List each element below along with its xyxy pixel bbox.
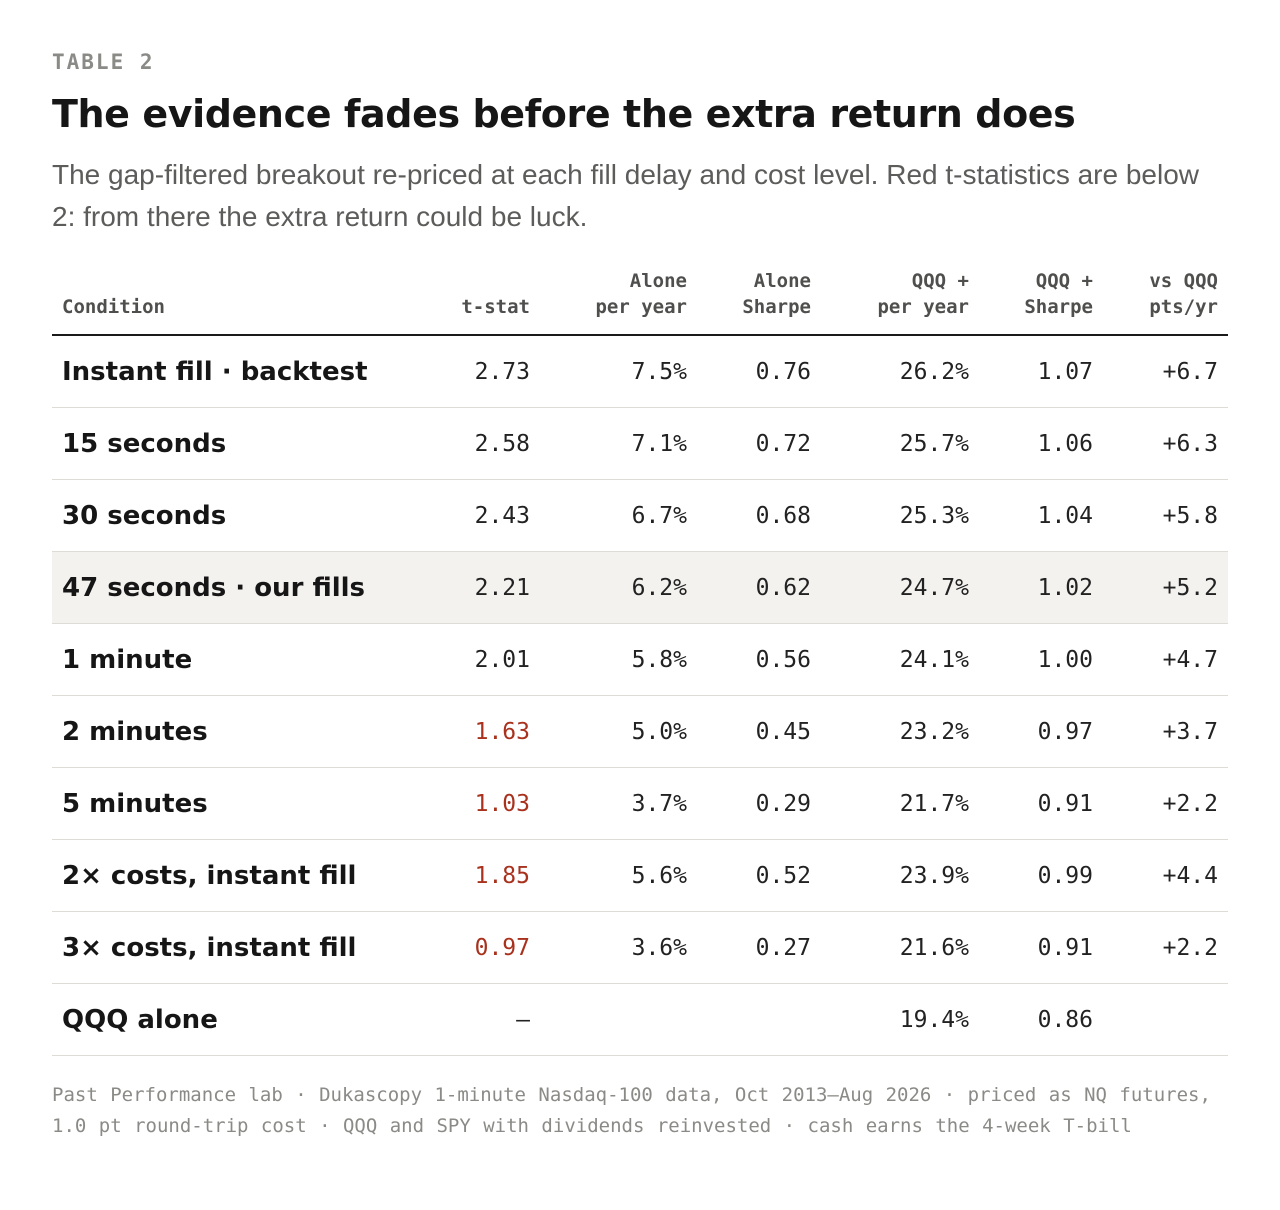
table-number: TABLE 2 — [52, 50, 155, 74]
cell-qqq-plus-sharpe: 0.97 — [979, 695, 1103, 768]
cell-qqq-plus-per-year: 21.7% — [821, 767, 979, 840]
cell-alone-per-year: 7.1% — [540, 407, 697, 480]
cell-condition: QQQ alone — [52, 983, 421, 1056]
cell-vs-qqq: +6.3 — [1103, 407, 1228, 480]
column-header-alone-sharpe: Alone Sharpe — [697, 268, 821, 336]
cell-tstat: 1.63 — [421, 695, 540, 768]
cell-condition: 3× costs, instant fill — [52, 911, 421, 984]
cell-condition: 2 minutes — [52, 695, 421, 768]
cell-alone-per-year: 5.0% — [540, 695, 697, 768]
cell-qqq-plus-per-year: 24.1% — [821, 623, 979, 696]
cell-condition: 30 seconds — [52, 479, 421, 552]
cell-vs-qqq: +3.7 — [1103, 695, 1228, 768]
cell-qqq-plus-sharpe: 0.91 — [979, 911, 1103, 984]
cell-condition: 15 seconds — [52, 407, 421, 480]
header-row: Condition t-stat Alone per year Alone Sh… — [52, 268, 1228, 336]
table-body: Instant fill · backtest 2.73 7.5% 0.76 26.2%… — [52, 335, 1228, 1056]
cell-alone-per-year: 3.6% — [540, 911, 697, 984]
cell-alone-sharpe: 0.29 — [697, 767, 821, 840]
cell-vs-qqq: +4.7 — [1103, 623, 1228, 696]
table-row: QQQ alone — 19.4% 0.86 — [52, 983, 1228, 1056]
cell-vs-qqq: +4.4 — [1103, 839, 1228, 912]
cell-condition: 5 minutes — [52, 767, 421, 840]
table-row: 15 seconds 2.58 7.1% 0.72 25.7% 1.06 +6.3 — [52, 407, 1228, 480]
table-row: 47 seconds · our fills 2.21 6.2% 0.62 24.7% 1… — [52, 551, 1228, 624]
column-header-qqq-plus-per-year: QQQ + per year — [821, 268, 979, 336]
cell-tstat: 2.58 — [421, 407, 540, 480]
column-header-qqq-plus-sharpe: QQQ + Sharpe — [979, 268, 1103, 336]
cell-qqq-plus-per-year: 23.2% — [821, 695, 979, 768]
cell-alone-per-year — [540, 983, 697, 1056]
table-row: Instant fill · backtest 2.73 7.5% 0.76 26.2%… — [52, 335, 1228, 408]
cell-alone-sharpe — [697, 983, 821, 1056]
table-subtitle: The gap-filtered breakout re-priced at e… — [52, 159, 1200, 232]
table-row: 3× costs, instant fill 0.97 3.6% 0.27 21.6% 0… — [52, 911, 1228, 984]
table-row: 2 minutes 1.63 5.0% 0.45 23.2% 0.97 +3.7 — [52, 695, 1228, 768]
results-table: Condition t-stat Alone per year Alone Sh… — [52, 268, 1228, 1056]
cell-tstat: — — [421, 983, 540, 1056]
cell-alone-sharpe: 0.76 — [697, 335, 821, 408]
table-row: 2× costs, instant fill 1.85 5.6% 0.52 23.9% 0… — [52, 839, 1228, 912]
cell-qqq-plus-per-year: 25.3% — [821, 479, 979, 552]
cell-alone-sharpe: 0.27 — [697, 911, 821, 984]
cell-alone-per-year: 7.5% — [540, 335, 697, 408]
cell-tstat: 2.73 — [421, 335, 540, 408]
cell-tstat: 0.97 — [421, 911, 540, 984]
cell-qqq-plus-per-year: 21.6% — [821, 911, 979, 984]
cell-qqq-plus-sharpe: 1.06 — [979, 407, 1103, 480]
cell-qqq-plus-per-year: 26.2% — [821, 335, 979, 408]
cell-vs-qqq: +5.8 — [1103, 479, 1228, 552]
cell-alone-sharpe: 0.52 — [697, 839, 821, 912]
cell-tstat: 1.85 — [421, 839, 540, 912]
cell-alone-sharpe: 0.68 — [697, 479, 821, 552]
table-row: 30 seconds 2.43 6.7% 0.68 25.3% 1.04 +5.8 — [52, 479, 1228, 552]
cell-vs-qqq: +5.2 — [1103, 551, 1228, 624]
cell-qqq-plus-per-year: 24.7% — [821, 551, 979, 624]
cell-qqq-plus-sharpe: 1.02 — [979, 551, 1103, 624]
cell-tstat: 1.03 — [421, 767, 540, 840]
table-row: 1 minute 2.01 5.8% 0.56 24.1% 1.00 +4.7 — [52, 623, 1228, 696]
table-title: The evidence fades before the extra retu… — [52, 92, 1076, 136]
cell-alone-per-year: 6.2% — [540, 551, 697, 624]
cell-vs-qqq: +6.7 — [1103, 335, 1228, 408]
cell-qqq-plus-sharpe: 1.04 — [979, 479, 1103, 552]
cell-vs-qqq: +2.2 — [1103, 911, 1228, 984]
cell-qqq-plus-sharpe: 1.07 — [979, 335, 1103, 408]
cell-alone-sharpe: 0.56 — [697, 623, 821, 696]
cell-condition: 2× costs, instant fill — [52, 839, 421, 912]
column-header-alone-per-year: Alone per year — [540, 268, 697, 336]
cell-condition: 47 seconds · our fills — [52, 551, 421, 624]
source-footnote: Past Performance lab · Dukascopy 1-minut… — [52, 1084, 1211, 1137]
cell-alone-per-year: 5.6% — [540, 839, 697, 912]
cell-tstat: 2.21 — [421, 551, 540, 624]
cell-qqq-plus-sharpe: 0.86 — [979, 983, 1103, 1056]
cell-condition: Instant fill · backtest — [52, 335, 421, 408]
cell-alone-sharpe: 0.62 — [697, 551, 821, 624]
cell-vs-qqq — [1103, 983, 1228, 1056]
cell-tstat: 2.01 — [421, 623, 540, 696]
cell-alone-per-year: 6.7% — [540, 479, 697, 552]
cell-condition: 1 minute — [52, 623, 421, 696]
cell-qqq-plus-per-year: 25.7% — [821, 407, 979, 480]
cell-vs-qqq: +2.2 — [1103, 767, 1228, 840]
cell-qqq-plus-sharpe: 0.91 — [979, 767, 1103, 840]
column-header-tstat: t-stat — [421, 268, 540, 336]
cell-qqq-plus-per-year: 19.4% — [821, 983, 979, 1056]
table-row: 5 minutes 1.03 3.7% 0.29 21.7% 0.91 +2.2 — [52, 767, 1228, 840]
cell-alone-sharpe: 0.45 — [697, 695, 821, 768]
cell-qqq-plus-per-year: 23.9% — [821, 839, 979, 912]
cell-alone-sharpe: 0.72 — [697, 407, 821, 480]
cell-qqq-plus-sharpe: 1.00 — [979, 623, 1103, 696]
cell-alone-per-year: 3.7% — [540, 767, 697, 840]
column-header-condition: Condition — [52, 268, 421, 336]
cell-alone-per-year: 5.8% — [540, 623, 697, 696]
column-header-vs-qqq: vs QQQ pts/yr — [1103, 268, 1228, 336]
cell-tstat: 2.43 — [421, 479, 540, 552]
cell-qqq-plus-sharpe: 0.99 — [979, 839, 1103, 912]
